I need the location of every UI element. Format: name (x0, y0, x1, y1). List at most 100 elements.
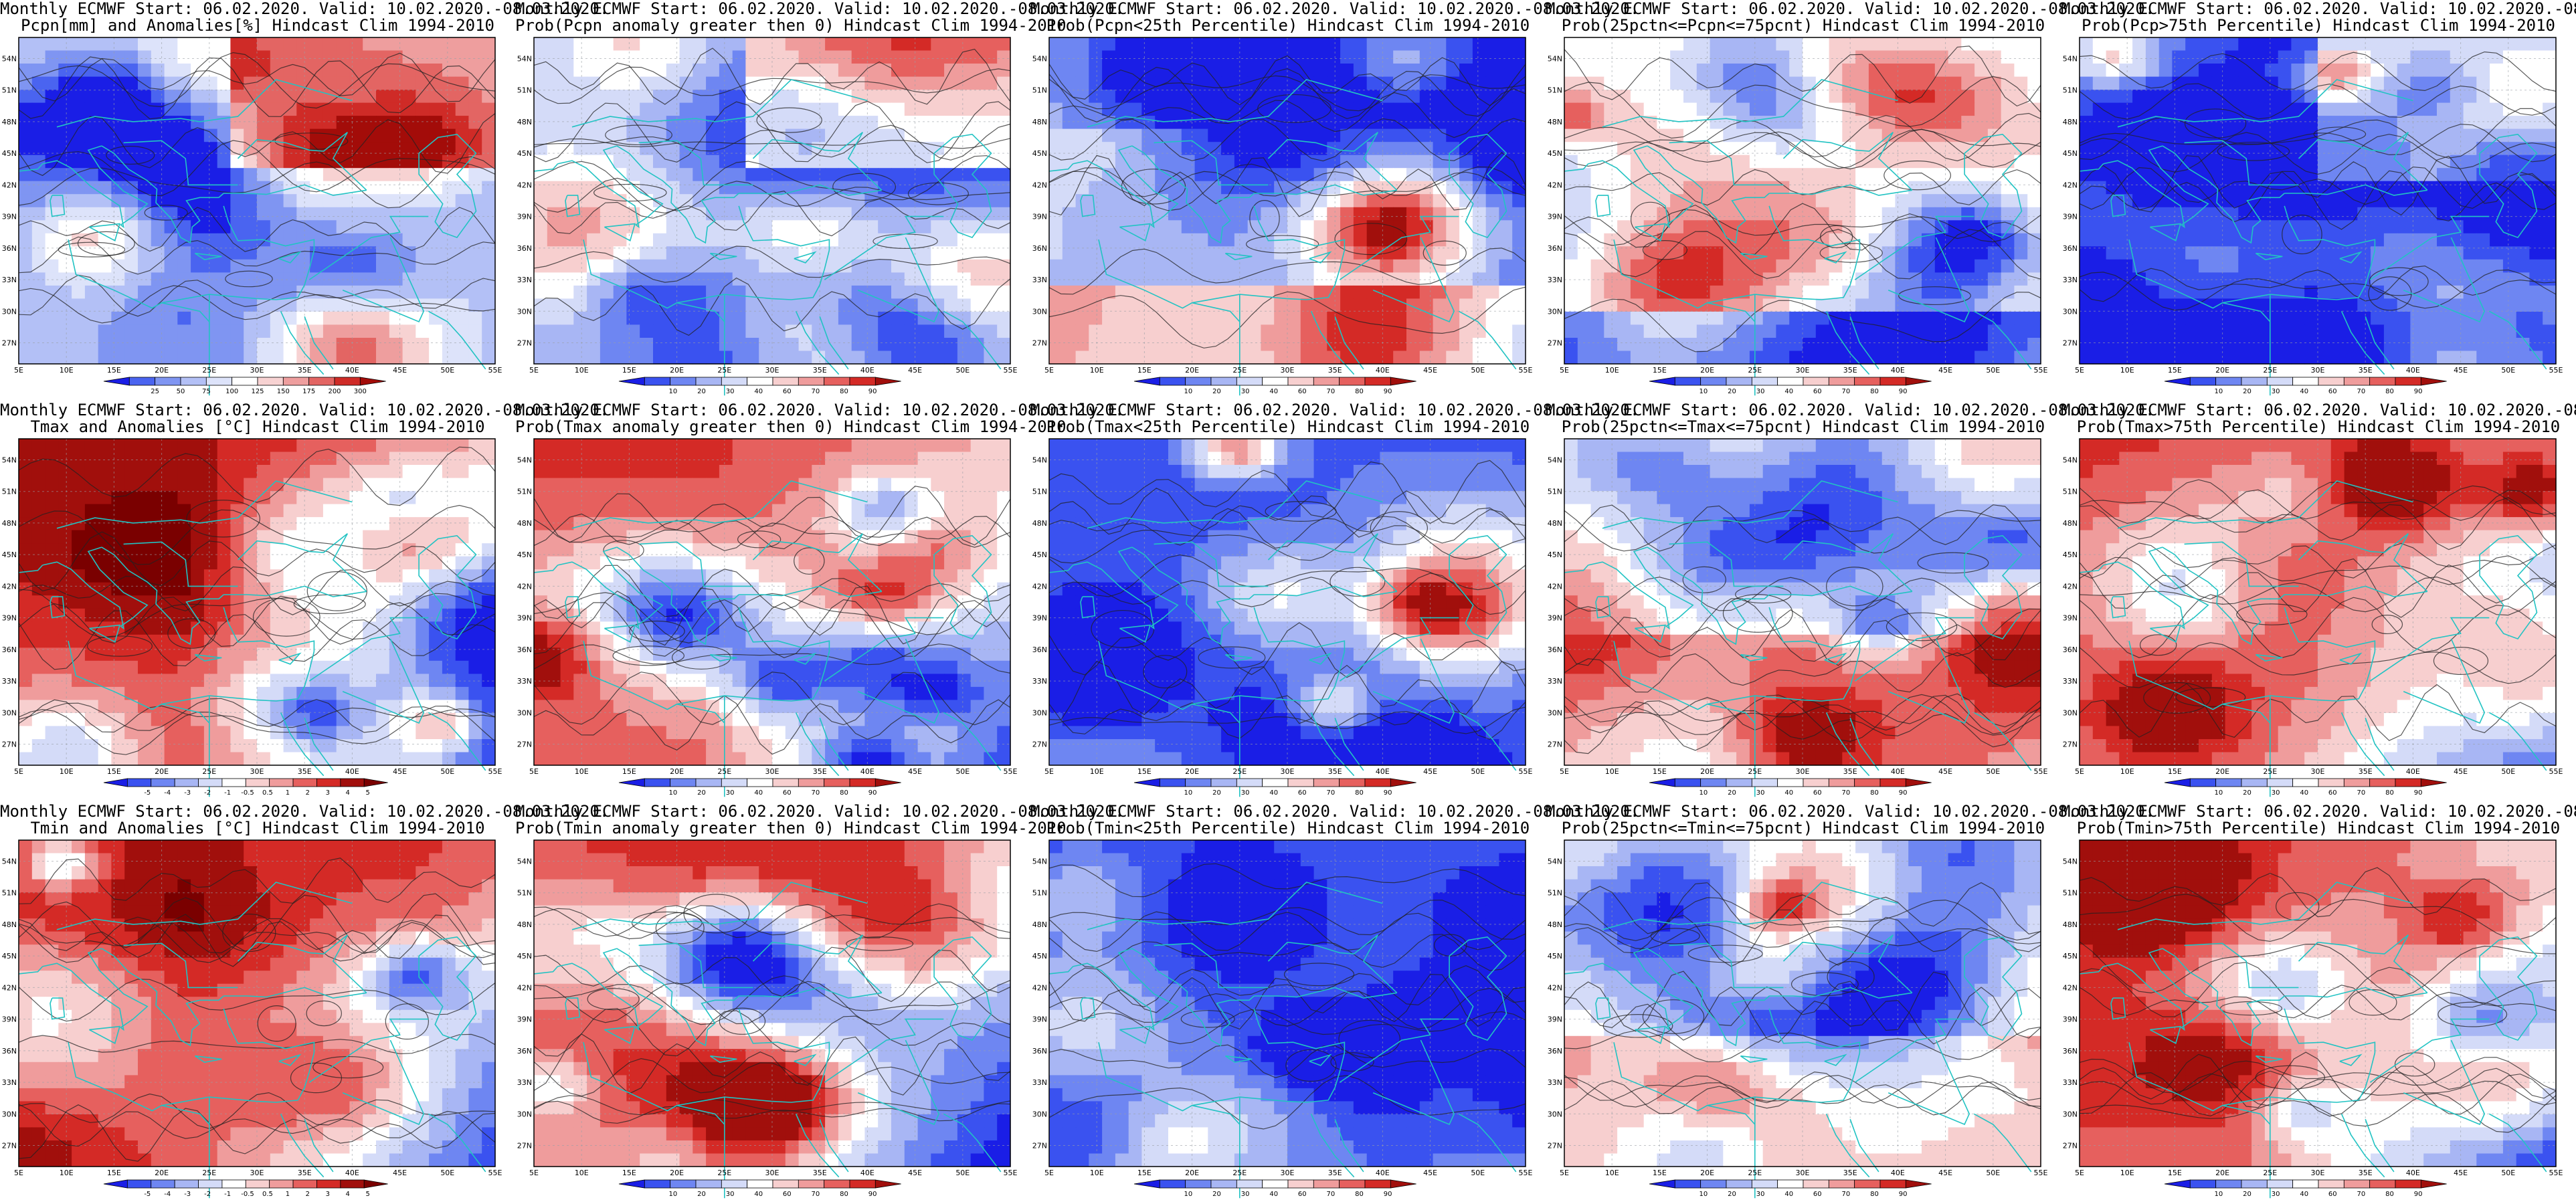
shaded-field (1564, 439, 2041, 766)
panel-title-line2: Prob(25pctn<=Pcpn<=75pcnt) Hindcast Clim… (1561, 16, 2045, 35)
coastlines (533, 882, 1002, 1199)
colorbar-label: 20 (1728, 1191, 1736, 1198)
colorbar-label: 80 (1870, 1191, 1879, 1198)
contour-lines (1048, 55, 1526, 348)
lat-tick-label: 45N (2, 952, 17, 961)
lat-tick-label: 48N (2063, 519, 2078, 528)
shaded-field (534, 840, 1011, 1167)
lon-tick-label: 45E (1938, 1169, 1952, 1177)
lat-tick-label: 33N (2063, 276, 2078, 284)
lat-tick-label: 27N (2, 339, 17, 348)
lon-tick-label: 20E (1185, 366, 1199, 375)
lat-tick-label: 27N (2063, 339, 2078, 348)
lon-tick-label: 20E (670, 767, 684, 776)
lon-tick-label: 30E (765, 767, 779, 776)
colorbar-label: 10 (1699, 789, 1708, 797)
lat-tick-label: 33N (517, 276, 532, 284)
lon-tick-label: 55E (1519, 767, 1533, 776)
lon-tick-label: 30E (2311, 767, 2325, 776)
colorbar-label: 60 (1813, 388, 1822, 395)
map-canvas: 54N 51N 48N 45N 42N 39N 36N 33N 30N 27N 5E 10E 15E 20… (2063, 839, 2563, 1199)
colorbar-label: 20 (1212, 789, 1221, 797)
colorbar-label: 100 (225, 388, 238, 395)
lat-tick-label: 45N (2063, 550, 2078, 559)
coastlines (18, 480, 486, 797)
colorbar-label: 40 (1784, 789, 1793, 797)
lat-tick-label: 36N (2, 645, 17, 654)
lon-tick-label: 40E (1376, 767, 1390, 776)
map-canvas: 54N 51N 48N 45N 42N 39N 36N 33N 30N 27N 5E 10E 15E 20… (1548, 37, 2048, 396)
lat-tick-label: 27N (1032, 339, 1047, 348)
colorbar: 10 20 30 40 60 70 80 90 (1649, 377, 1932, 395)
lon-tick-label: 30E (250, 767, 264, 776)
lat-tick-label: 30N (2, 708, 17, 717)
lon-tick-label: 5E (14, 366, 23, 375)
lon-tick-label: 5E (2075, 767, 2084, 776)
lon-tick-label: 45E (2454, 1169, 2468, 1177)
map-panel-tmin-pgt0: 54N 51N 48N 45N 42N 39N 36N 33N 30N 27N 5E 10E 15E 20… (515, 803, 1124, 1204)
map-frame (18, 37, 496, 365)
lat-tick-label: 36N (517, 244, 532, 253)
colorbar-label: -5 (144, 1191, 151, 1198)
lat-tick-label: 45N (517, 149, 532, 158)
colorbar-label: 30 (1756, 789, 1765, 797)
lat-tick-label: 36N (2063, 1047, 2078, 1056)
lon-tick-label: 15E (107, 1169, 121, 1177)
panel-title-line1: Monthly ECMWF Start: 06.02.2020. Valid: … (1030, 802, 1640, 821)
lat-tick-label: 33N (1032, 677, 1047, 686)
colorbar-label: 60 (783, 1191, 792, 1198)
colorbar-label: 60 (2328, 789, 2337, 797)
lat-tick-label: 30N (2, 307, 17, 316)
lat-tick-label: 54N (1032, 456, 1047, 464)
map-panel-tmax-lt25: 54N 51N 48N 45N 42N 39N 36N 33N 30N 27N 5E 10E 15E 20… (1030, 401, 1639, 803)
lon-tick-label: 25E (2263, 366, 2277, 375)
colorbar-label: 30 (1241, 789, 1250, 797)
colorbar-label: 30 (2272, 388, 2280, 395)
lon-tick-label: 10E (60, 767, 74, 776)
lat-tick-label: 27N (1548, 339, 1562, 348)
colorbar-label: 40 (2300, 388, 2308, 395)
lat-tick-label: 36N (1032, 645, 1047, 654)
lat-tick-label: 42N (1548, 582, 1562, 591)
colorbar-label: 90 (2414, 789, 2423, 797)
lat-tick-label: 51N (1548, 488, 1562, 496)
colorbar-label: 80 (840, 789, 848, 797)
shaded-field (1049, 37, 1526, 365)
lat-tick-label: 45N (1032, 550, 1047, 559)
lon-tick-label: 45E (393, 1169, 407, 1177)
panel-title-line2: Prob(Pcpn<25th Percentile) Hindcast Clim… (1046, 16, 1530, 35)
colorbar-label: 1 (286, 789, 290, 797)
lon-tick-label: 55E (2549, 767, 2563, 776)
lon-tick-label: 50E (1471, 366, 1485, 375)
colorbar-label: 40 (2300, 789, 2308, 797)
lon-tick-label: 30E (1281, 366, 1295, 375)
colorbar-label: 60 (2328, 1191, 2337, 1198)
lat-tick-label: 54N (517, 54, 532, 63)
lat-tick-label: 51N (517, 488, 532, 496)
lon-tick-label: 20E (670, 1169, 684, 1177)
lat-tick-label: 51N (1032, 86, 1047, 95)
map-frame (2079, 839, 2557, 1167)
lat-tick-label: 54N (2, 857, 17, 866)
colorbar-label: 80 (2385, 1191, 2394, 1198)
lat-tick-label: 33N (1548, 677, 1562, 686)
colorbar-label: 1 (286, 1191, 290, 1198)
lat-tick-label: 27N (1032, 1142, 1047, 1150)
colorbar-label: 30 (2272, 789, 2280, 797)
lon-tick-label: 15E (1137, 1169, 1152, 1177)
lon-tick-label: 35E (813, 767, 827, 776)
lon-tick-label: 5E (1044, 1169, 1054, 1177)
lat-tick-label: 36N (2, 244, 17, 253)
colorbar: 10 20 30 40 60 70 80 90 (1133, 778, 1416, 797)
colorbar-label: 30 (1241, 388, 1250, 395)
lat-tick-label: 54N (2063, 456, 2078, 464)
map-panel-pcpn-lt25: 54N 51N 48N 45N 42N 39N 36N 33N 30N 27N 5E 10E 15E 20… (1030, 0, 1639, 401)
lat-tick-label: 36N (1032, 244, 1047, 253)
colorbar-label: 150 (277, 388, 290, 395)
colorbar-label: 90 (1899, 388, 1908, 395)
lon-tick-label: 25E (1232, 767, 1247, 776)
map-frame (1564, 37, 2041, 365)
lon-tick-label: 25E (717, 1169, 731, 1177)
lat-tick-label: 54N (517, 456, 532, 464)
lat-tick-label: 54N (2063, 857, 2078, 866)
